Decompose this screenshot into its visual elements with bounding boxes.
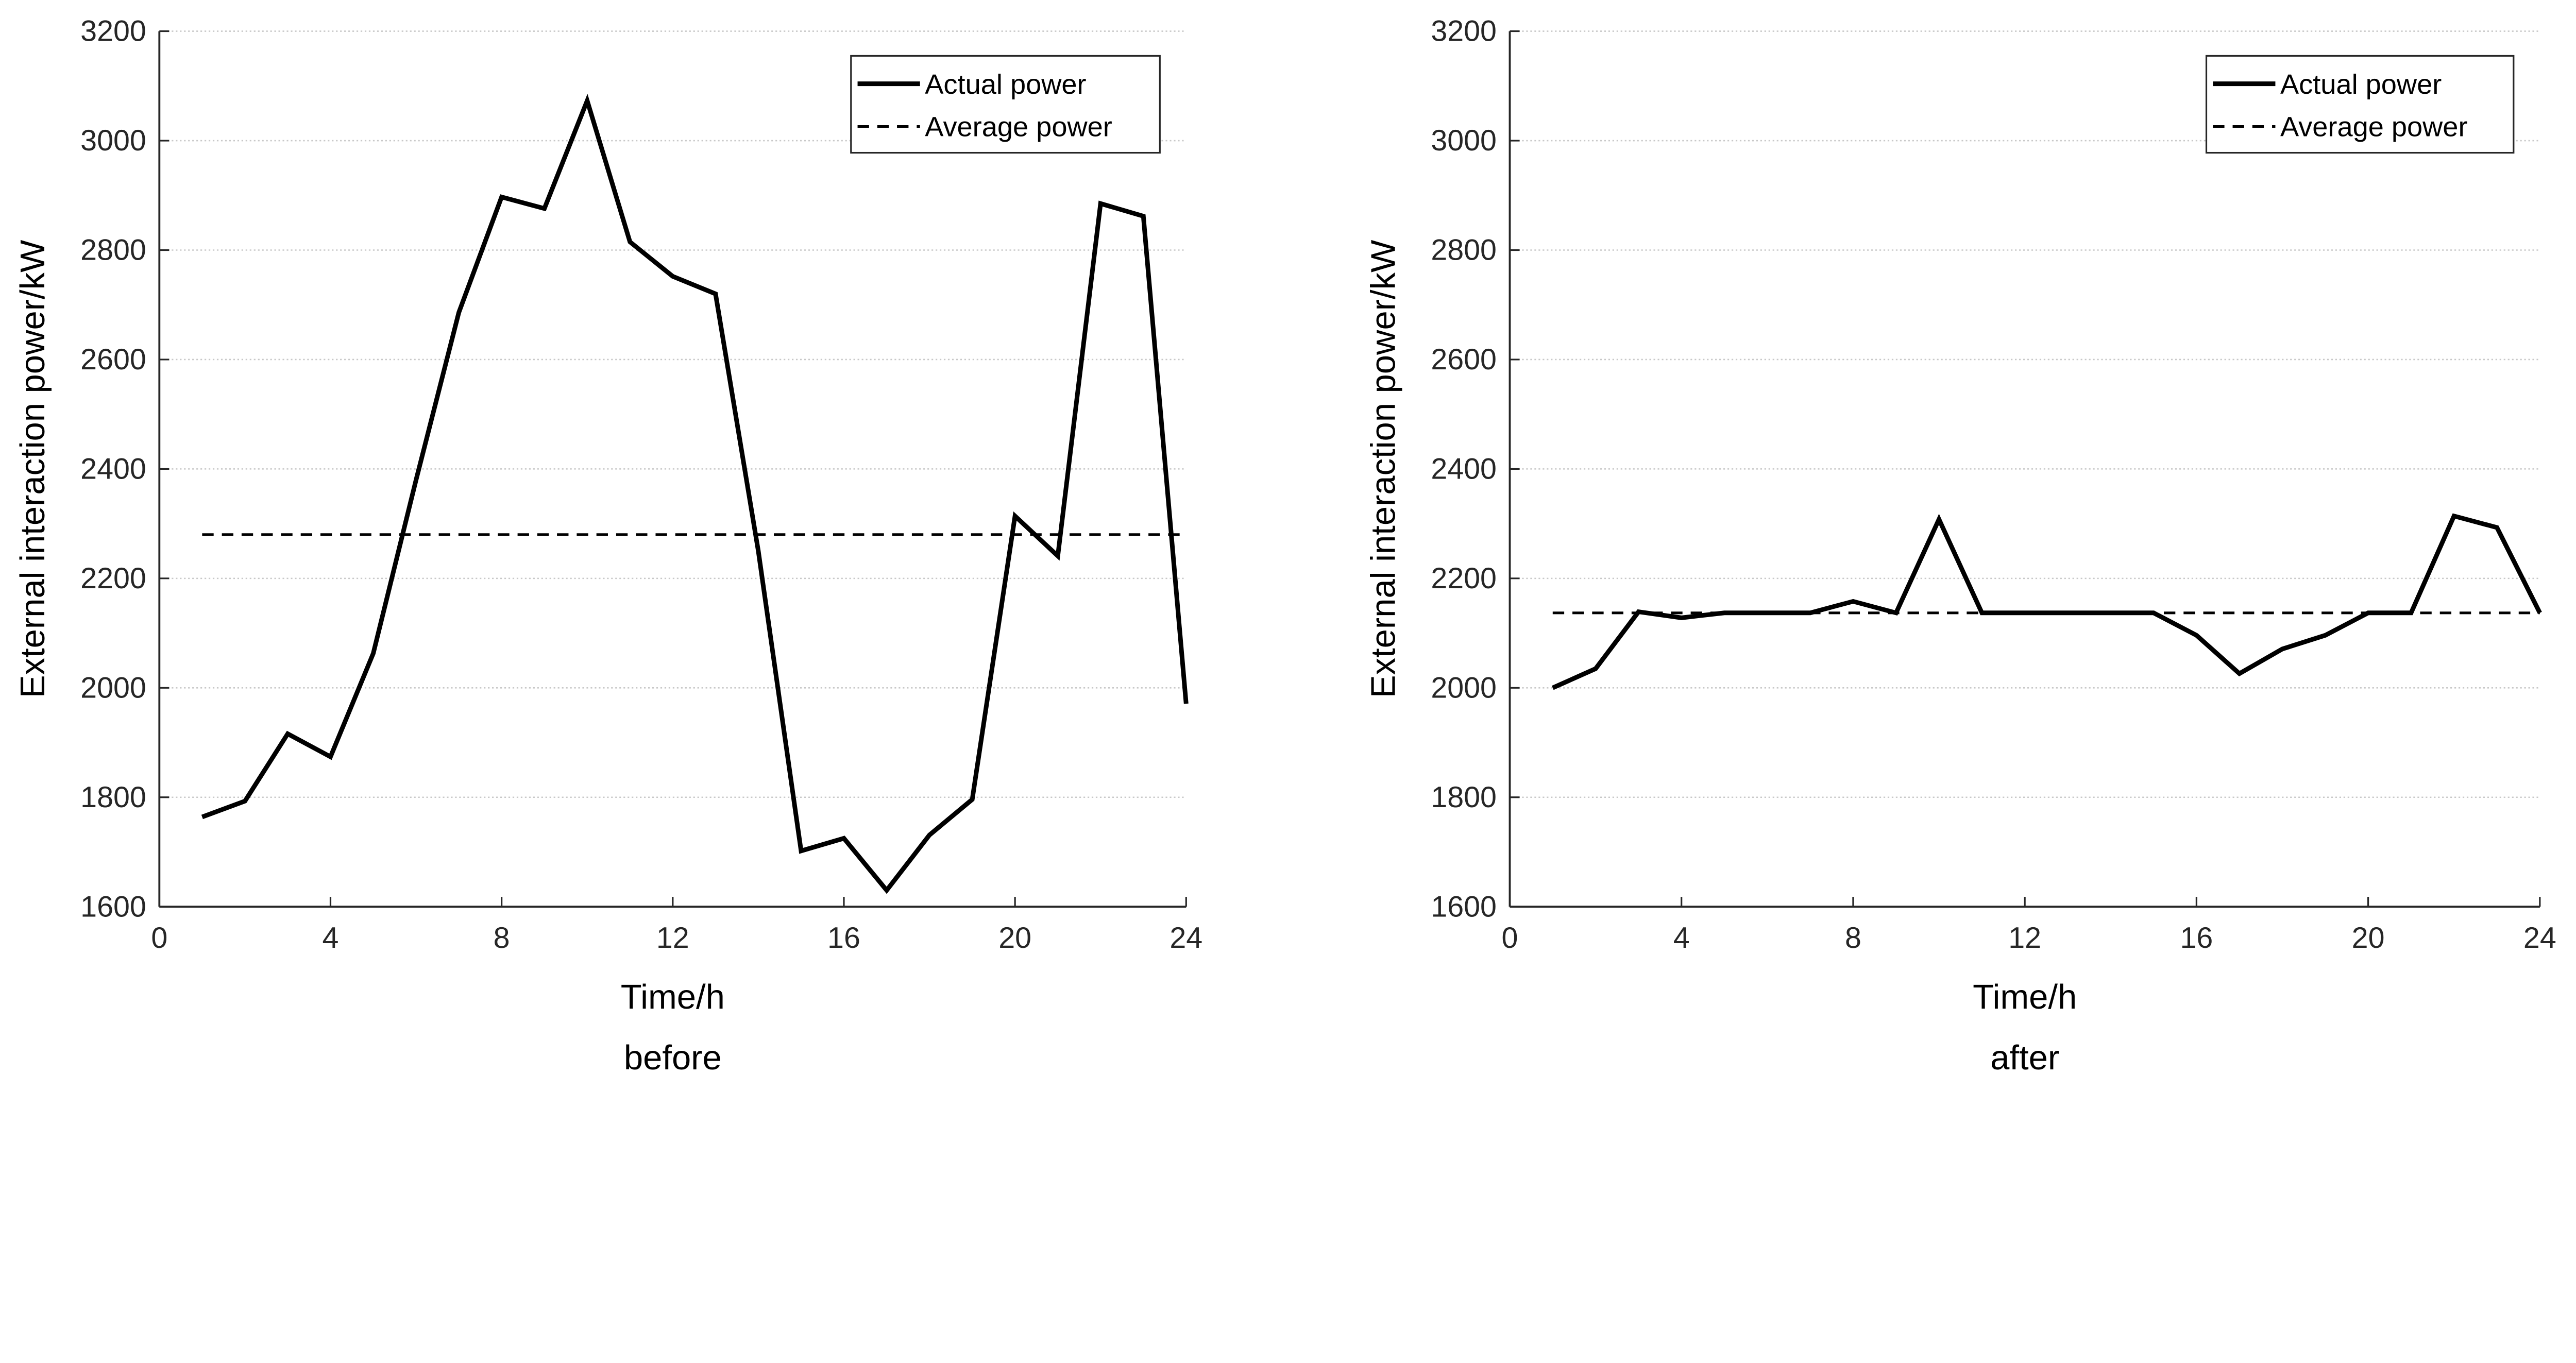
y-tick-label: 2200 bbox=[80, 562, 146, 595]
chart-panel-before: 1600 1800 2000 2200 2400 2600 2800 3000 3200 0 4 8 1… bbox=[13, 15, 1202, 1077]
y-tick-label: 1600 bbox=[1431, 890, 1497, 923]
y-tick-label: 2600 bbox=[1431, 343, 1497, 376]
x-tick-label: 24 bbox=[1170, 922, 1202, 955]
x-tick-label: 16 bbox=[827, 922, 860, 955]
y-axis-label: External interaction power/kW bbox=[1364, 240, 1402, 698]
x-tick-label: 4 bbox=[323, 922, 339, 955]
y-tick-label: 2000 bbox=[1431, 671, 1497, 704]
y-tick-label: 3000 bbox=[80, 124, 146, 157]
series-line-actual-power bbox=[1551, 513, 2542, 690]
y-tick-label: 1600 bbox=[80, 890, 146, 923]
y-tick-label: 2400 bbox=[1431, 453, 1497, 486]
y-tick-label: 1800 bbox=[1431, 781, 1497, 814]
legend-label: Average power bbox=[2280, 112, 2468, 143]
legend-box bbox=[2205, 55, 2515, 154]
x-tick-label: 24 bbox=[2523, 922, 2556, 955]
figure: 1600 1800 2000 2200 2400 2600 2800 3000 3200 0 4 8 1… bbox=[13, 15, 2556, 1077]
y-tick-label: 3200 bbox=[80, 15, 146, 48]
y-tick-label: 2600 bbox=[80, 343, 146, 376]
y-tick-label: 3000 bbox=[1431, 124, 1497, 157]
x-tick-label: 8 bbox=[494, 922, 510, 955]
y-tick-label: 2200 bbox=[1431, 562, 1497, 595]
y-tick-label: 2800 bbox=[1431, 234, 1497, 267]
legend-box bbox=[850, 55, 1161, 154]
legend: Actual power Average power bbox=[2205, 55, 2515, 154]
y-tick-label: 2400 bbox=[80, 453, 146, 486]
legend: Actual power Average power bbox=[850, 55, 1161, 154]
y-tick-label: 2800 bbox=[80, 234, 146, 267]
y-tick-label: 1800 bbox=[80, 781, 146, 814]
legend-label: Average power bbox=[925, 112, 1112, 143]
x-tick-label: 12 bbox=[2008, 922, 2041, 955]
x-tick-label: 4 bbox=[1673, 922, 1690, 955]
x-tick-label: 20 bbox=[998, 922, 1031, 955]
x-axis-label: Time/h bbox=[621, 978, 725, 1016]
x-tick-label: 8 bbox=[1845, 922, 1861, 955]
y-tick-label: 2000 bbox=[80, 671, 146, 704]
x-tick-label: 20 bbox=[2352, 922, 2385, 955]
x-tick-label: 0 bbox=[1502, 922, 1518, 955]
legend-label: Actual power bbox=[2280, 69, 2442, 100]
y-tick-label: 3200 bbox=[1431, 15, 1497, 48]
chart-subtitle: before bbox=[624, 1038, 722, 1077]
chart-panel-after: 1600 1800 2000 2200 2400 2600 2800 3000 3200 0 4 8 1… bbox=[1364, 15, 2556, 1077]
x-tick-label: 0 bbox=[151, 922, 167, 955]
x-tick-label: 12 bbox=[656, 922, 689, 955]
x-tick-label: 16 bbox=[2180, 922, 2213, 955]
series-line-actual-power bbox=[201, 93, 1189, 894]
chart-subtitle: after bbox=[1990, 1038, 2059, 1077]
legend-label: Actual power bbox=[925, 69, 1086, 100]
x-axis-label: Time/h bbox=[1973, 978, 2077, 1016]
y-axis-label: External interaction power/kW bbox=[13, 240, 52, 698]
